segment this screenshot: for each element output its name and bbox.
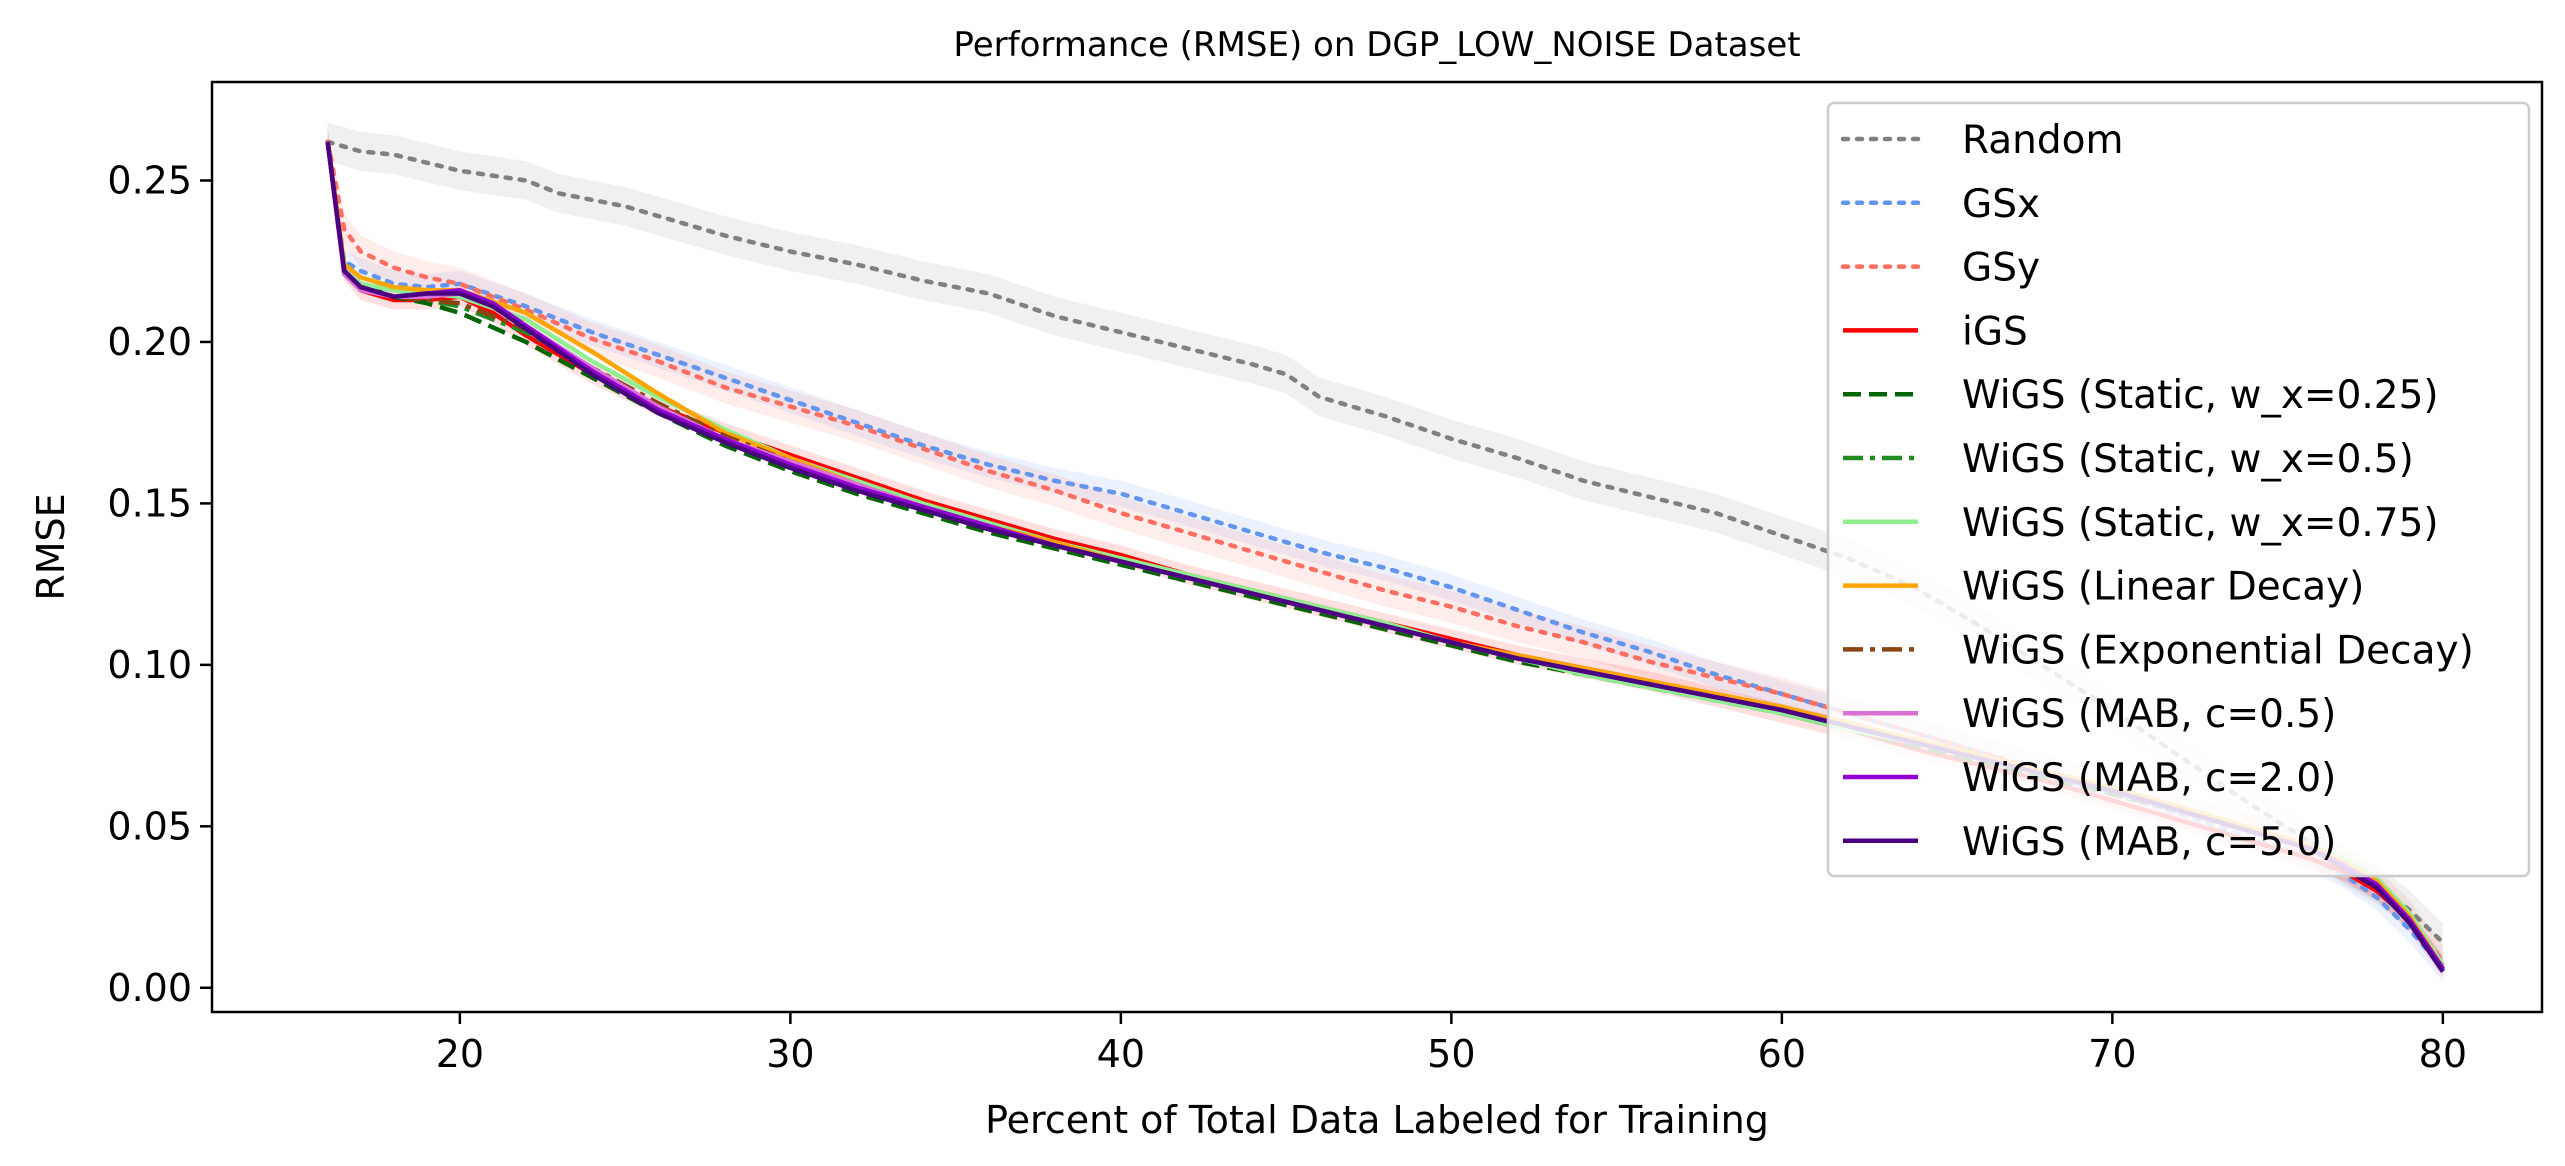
legend-label: WiGS (MAB, c=5.0) [1962,820,2336,865]
y-tick-label: 0.10 [107,643,192,687]
x-tick-label: 40 [1097,1032,1145,1076]
legend-label: GSx [1962,182,2040,227]
legend-label: WiGS (Exponential Decay) [1962,628,2474,673]
x-tick-label: 20 [436,1032,484,1076]
legend-label: WiGS (Static, w_x=0.75) [1962,501,2439,546]
legend-label: WiGS (MAB, c=2.0) [1962,756,2336,801]
legend-label: WiGS (MAB, c=0.5) [1962,692,2336,737]
legend-label: WiGS (Static, w_x=0.25) [1962,373,2439,418]
axes-frame [210,80,2544,1014]
x-axis-label: Percent of Total Data Labeled for Traini… [985,1098,1769,1142]
x-tick-label: 50 [1427,1032,1475,1076]
x-tick-label: 30 [766,1032,814,1076]
legend-label: WiGS (Static, w_x=0.5) [1962,437,2414,482]
y-axis: 0.00 0.05 0.10 0.15 0.20 0.25 [107,158,212,1010]
x-tick-label: 80 [2419,1032,2467,1076]
legend: Random GSx GSy iGS WiGS (Static, w_x=0.25) Wi… [1826,101,2531,878]
legend-label: iGS [1962,309,2028,354]
confidence-bands [327,122,2443,982]
band-gsx [327,128,2443,982]
legend-box [1826,101,2531,878]
y-tick-label: 0.15 [107,481,192,525]
y-tick-label: 0.20 [107,320,192,364]
x-tick-label: 70 [2088,1032,2136,1076]
chart-title: Performance (RMSE) on DGP_LOW_NOISE Data… [953,25,1800,65]
x-axis: 20 30 40 50 60 70 80 [436,1012,2467,1076]
y-tick-label: 0.00 [107,966,192,1010]
legend-label: WiGS (Linear Decay) [1962,565,2364,610]
x-tick-label: 60 [1758,1032,1806,1076]
y-tick-label: 0.05 [107,804,192,848]
legend-label: GSy [1962,246,2040,291]
y-axis-label: RMSE [29,493,73,600]
y-tick-label: 0.25 [107,158,192,202]
legend-label: Random [1962,118,2123,163]
